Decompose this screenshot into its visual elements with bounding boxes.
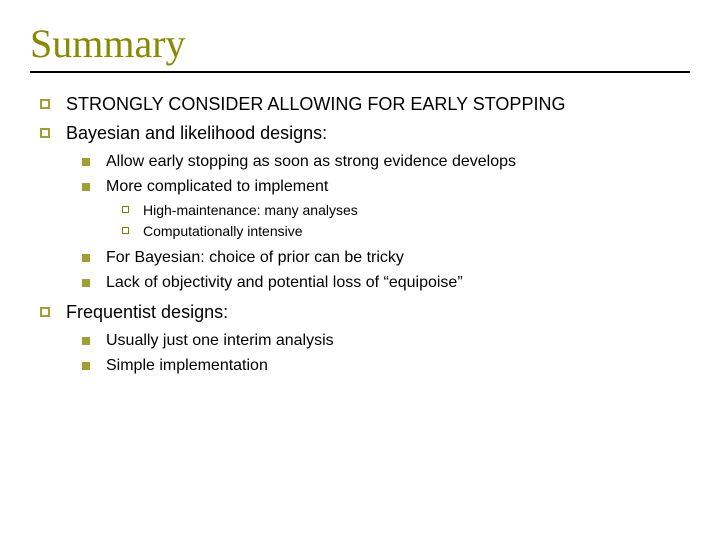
bullet-l1: Bayesian and likelihood designs:: [40, 122, 690, 145]
square-filled-icon: [82, 183, 90, 191]
bullet-text: High-maintenance: many analyses: [143, 201, 690, 219]
bullet-text: Computationally intensive: [143, 222, 690, 240]
bullet-text: Bayesian and likelihood designs:: [66, 122, 690, 145]
title-underline: [30, 71, 690, 73]
bullet-l2: Lack of objectivity and potential loss o…: [82, 273, 690, 294]
bullet-l3: High-maintenance: many analyses: [122, 201, 690, 219]
bullet-l2: Usually just one interim analysis: [82, 331, 690, 352]
bullet-text: STRONGLY CONSIDER ALLOWING FOR EARLY STO…: [66, 93, 690, 116]
slide-content: STRONGLY CONSIDER ALLOWING FOR EARLY STO…: [30, 93, 690, 376]
square-filled-icon: [82, 279, 90, 287]
bullet-l2: Simple implementation: [82, 356, 690, 377]
sublist: Usually just one interim analysis Simple…: [82, 331, 690, 377]
bullet-text: Allow early stopping as soon as strong e…: [106, 152, 690, 173]
bullet-l3: Computationally intensive: [122, 222, 690, 240]
square-outline-icon: [40, 99, 50, 109]
bullet-l2: Allow early stopping as soon as strong e…: [82, 152, 690, 173]
square-outline-icon: [40, 128, 50, 138]
bullet-text: Frequentist designs:: [66, 301, 690, 324]
bullet-text: Lack of objectivity and potential loss o…: [106, 273, 690, 294]
slide-container: Summary STRONGLY CONSIDER ALLOWING FOR E…: [0, 0, 720, 404]
square-outline-small-icon: [122, 227, 129, 234]
subsublist: High-maintenance: many analyses Computat…: [122, 201, 690, 239]
sublist: Allow early stopping as soon as strong e…: [82, 152, 690, 294]
bullet-text: More complicated to implement: [106, 177, 690, 198]
square-filled-icon: [82, 362, 90, 370]
bullet-l1: STRONGLY CONSIDER ALLOWING FOR EARLY STO…: [40, 93, 690, 116]
square-filled-icon: [82, 337, 90, 345]
bullet-text: For Bayesian: choice of prior can be tri…: [106, 248, 690, 269]
bullet-l2: More complicated to implement: [82, 177, 690, 198]
bullet-text: Simple implementation: [106, 356, 690, 377]
bullet-l1: Frequentist designs:: [40, 301, 690, 324]
bullet-text: Usually just one interim analysis: [106, 331, 690, 352]
square-filled-icon: [82, 158, 90, 166]
bullet-l2: For Bayesian: choice of prior can be tri…: [82, 248, 690, 269]
square-filled-icon: [82, 254, 90, 262]
square-outline-icon: [40, 307, 50, 317]
slide-title: Summary: [30, 20, 690, 67]
square-outline-small-icon: [122, 206, 129, 213]
